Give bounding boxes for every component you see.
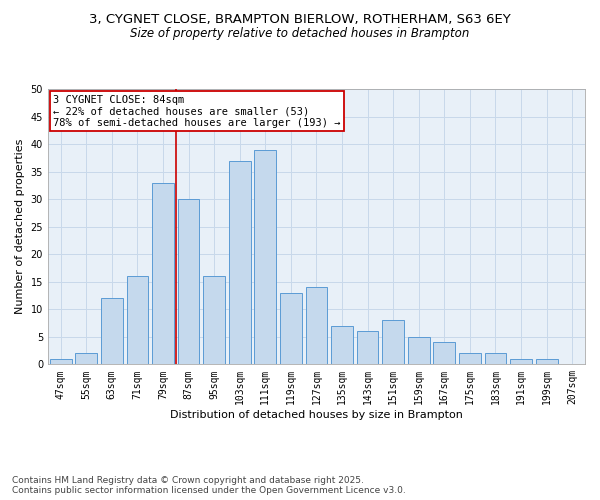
- Bar: [510, 359, 532, 364]
- Bar: [101, 298, 123, 364]
- Bar: [459, 354, 481, 364]
- Bar: [382, 320, 404, 364]
- Bar: [433, 342, 455, 364]
- Bar: [254, 150, 276, 364]
- Bar: [203, 276, 225, 364]
- Text: 3, CYGNET CLOSE, BRAMPTON BIERLOW, ROTHERHAM, S63 6EY: 3, CYGNET CLOSE, BRAMPTON BIERLOW, ROTHE…: [89, 12, 511, 26]
- Bar: [76, 354, 97, 364]
- Bar: [50, 359, 71, 364]
- Y-axis label: Number of detached properties: Number of detached properties: [15, 139, 25, 314]
- Bar: [536, 359, 557, 364]
- Bar: [152, 182, 174, 364]
- Text: 3 CYGNET CLOSE: 84sqm
← 22% of detached houses are smaller (53)
78% of semi-deta: 3 CYGNET CLOSE: 84sqm ← 22% of detached …: [53, 94, 341, 128]
- Bar: [305, 287, 328, 364]
- Bar: [229, 160, 251, 364]
- Bar: [485, 354, 506, 364]
- Bar: [127, 276, 148, 364]
- X-axis label: Distribution of detached houses by size in Brampton: Distribution of detached houses by size …: [170, 410, 463, 420]
- Text: Contains HM Land Registry data © Crown copyright and database right 2025.
Contai: Contains HM Land Registry data © Crown c…: [12, 476, 406, 495]
- Bar: [178, 199, 199, 364]
- Bar: [280, 292, 302, 364]
- Text: Size of property relative to detached houses in Brampton: Size of property relative to detached ho…: [130, 28, 470, 40]
- Bar: [357, 332, 379, 364]
- Bar: [408, 337, 430, 364]
- Bar: [331, 326, 353, 364]
